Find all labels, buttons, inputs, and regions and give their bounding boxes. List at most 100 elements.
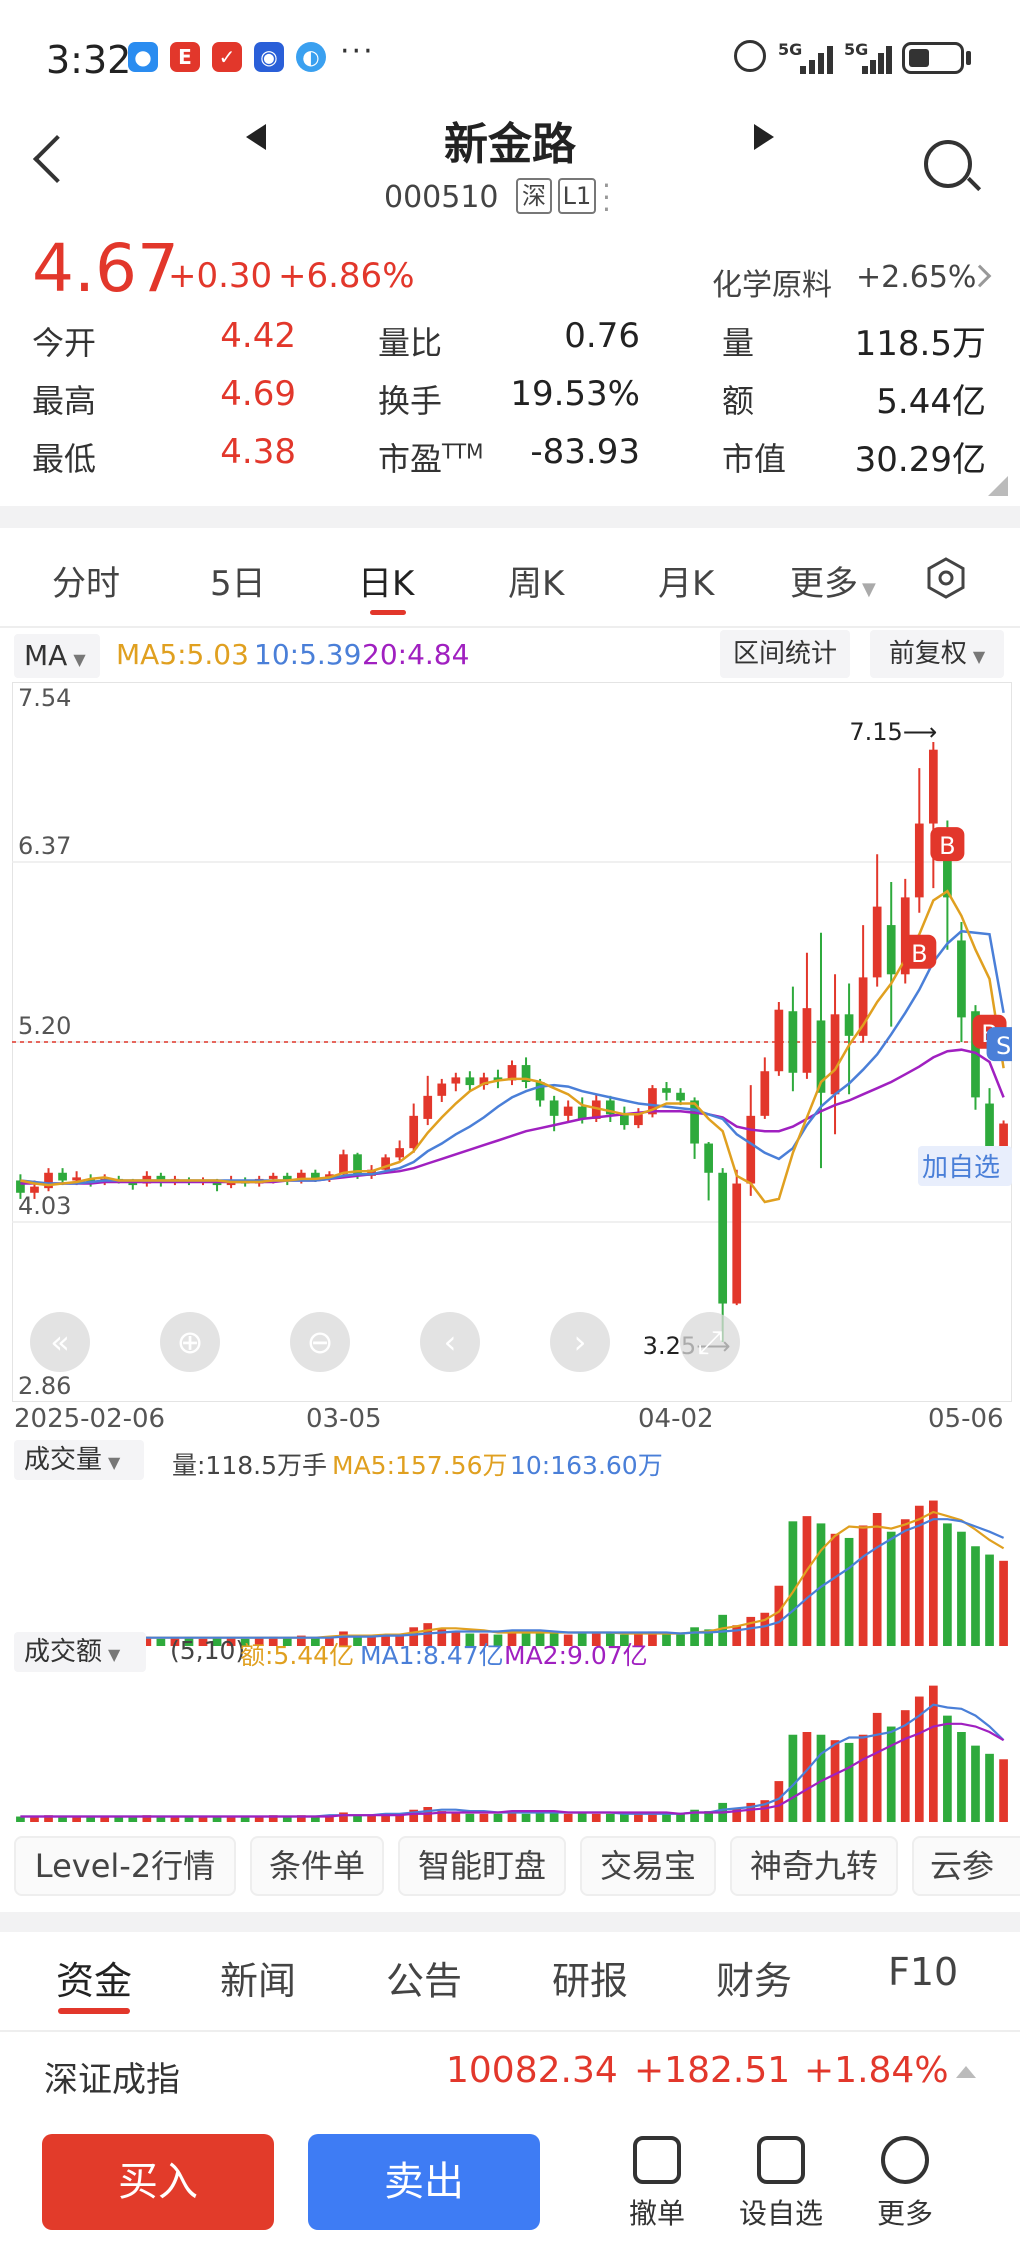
pan-left-icon [420, 1312, 480, 1372]
quote-value-volume: 118.5万 [854, 324, 986, 364]
volume-bar [886, 1531, 896, 1646]
high-marker-label: 7.15⟶ [849, 718, 937, 746]
sector-pct[interactable]: +2.65% [856, 260, 977, 295]
candle-body [999, 1123, 1008, 1162]
next-stock-icon[interactable] [754, 124, 774, 150]
condition-order-button[interactable]: 条件单 [250, 1836, 384, 1896]
tab-weekly-k[interactable]: 周K [508, 564, 565, 604]
ma-selector[interactable]: MA ▼ [14, 634, 100, 678]
candle-body [858, 977, 868, 1036]
back-icon[interactable] [32, 134, 82, 184]
sector-name[interactable]: 化学原料 [712, 268, 832, 303]
quote-value-low: 4.38 [220, 432, 296, 472]
quote-label-pe: 市盈TTM [378, 434, 483, 480]
tab-news[interactable]: 新闻 [220, 1959, 297, 2003]
volume-chart[interactable] [12, 1486, 1012, 1646]
amount-chart[interactable] [12, 1672, 1012, 1822]
volume-bar [479, 1633, 489, 1646]
settings-hexagon-icon[interactable] [924, 556, 968, 600]
volume-bar [437, 1629, 447, 1646]
volume-bar [690, 1809, 699, 1822]
candle-body [634, 1114, 643, 1126]
volume-bar [957, 1732, 966, 1822]
sell-button[interactable]: 卖出 [308, 2134, 540, 2230]
volume-bar [395, 1813, 404, 1822]
candle-body [844, 1014, 854, 1036]
volume-bar [999, 1560, 1008, 1646]
kline-chart[interactable]: 7.546.375.204.032.86 7.15⟶3.25⟶BBBS«⊕⊖‹›… [12, 682, 1012, 1402]
volume-bar [212, 1816, 222, 1822]
cancel-order-button[interactable]: 撤单 [602, 2136, 712, 2232]
interval-stats-button[interactable]: 区间统计 [720, 630, 850, 678]
amount-selector[interactable]: 成交额 ▼ [14, 1632, 146, 1672]
tab-announcements[interactable]: 公告 [386, 1959, 463, 2003]
tab-monthly-k[interactable]: 月K [658, 564, 715, 604]
adjust-selector[interactable]: 前复权 ▼ [870, 630, 1004, 678]
tab-funds[interactable]: 资金 [56, 1959, 133, 2003]
divider [0, 2030, 1020, 2032]
volume-bar [367, 1636, 376, 1646]
volume-bar [296, 1815, 306, 1822]
caret-up-icon[interactable] [956, 2066, 976, 2078]
volume-bar [128, 1816, 138, 1822]
tab-more[interactable]: 更多 ▼ [790, 556, 876, 605]
candle-body [760, 1071, 770, 1116]
tab-f10[interactable]: F10 [888, 1950, 959, 1994]
volume-bar [634, 1813, 643, 1822]
volume-bar [788, 1734, 798, 1822]
volume-bar [788, 1521, 798, 1646]
cloud-button[interactable]: 云参 [912, 1836, 1020, 1896]
tab-active-underline [370, 610, 406, 615]
smart-watch-button[interactable]: 智能盯盘 [398, 1836, 566, 1896]
volume-bar [521, 1813, 531, 1822]
volume-selector[interactable]: 成交量 ▼ [14, 1440, 144, 1480]
volume-bar [198, 1816, 208, 1822]
search-icon-handle [966, 176, 982, 192]
buy-button[interactable]: 买入 [42, 2134, 274, 2230]
signal-label-2: 5G [844, 40, 869, 59]
volume-bar [240, 1816, 250, 1822]
volume-bar [72, 1816, 81, 1822]
magic-nine-button[interactable]: 神奇九转 [730, 1836, 898, 1896]
level-tag[interactable]: L1 [558, 178, 596, 214]
sub-ma2-line [20, 1518, 1005, 1639]
candle-body [156, 1175, 166, 1182]
more-dots-icon[interactable]: · · · [602, 169, 611, 226]
zoom-out-icon [290, 1312, 350, 1372]
candle-body [44, 1172, 53, 1189]
candle-body [900, 897, 910, 975]
tab-intraday[interactable]: 分时 [52, 564, 120, 604]
level2-button[interactable]: Level-2行情 [14, 1836, 236, 1896]
volume-bar [577, 1632, 587, 1646]
nav-symbol: ⊖ [307, 1323, 334, 1361]
cancel-order-icon [633, 2136, 681, 2184]
volume-bar [296, 1635, 306, 1646]
volume-bar [760, 1612, 770, 1646]
trade-treasure-button[interactable]: 交易宝 [580, 1836, 716, 1896]
volume-bar [325, 1636, 334, 1646]
tab-5day[interactable]: 5日 [210, 564, 266, 604]
quote-value-turnover: 19.53% [510, 374, 640, 414]
candle-body [971, 1011, 980, 1098]
volume-bar [900, 1710, 910, 1822]
volume-bar [86, 1816, 96, 1822]
adjust-selector-label: 前复权 [888, 639, 967, 669]
candle-body [648, 1088, 657, 1115]
tab-finance[interactable]: 财务 [716, 1959, 793, 2003]
search-icon[interactable] [924, 140, 972, 188]
tab-research[interactable]: 研报 [552, 1959, 629, 2003]
volume-bar [577, 1812, 587, 1822]
volume-bar [760, 1800, 770, 1822]
prev-stock-icon[interactable] [246, 124, 266, 150]
index-name[interactable]: 深证成指 [44, 2060, 180, 2100]
more-actions-button[interactable]: 更多 [850, 2136, 960, 2232]
battery-icon [902, 42, 964, 74]
e-app-icon: E [170, 42, 200, 72]
set-watchlist-button[interactable]: 设自选 [726, 2136, 836, 2232]
candle-body [72, 1177, 81, 1181]
volume-bar [985, 1753, 994, 1822]
volume-bar [339, 1812, 348, 1822]
tab-daily-k[interactable]: 日K [358, 564, 415, 604]
amount-ma2: MA2:9.07亿 [504, 1641, 648, 1670]
expand-corner-icon[interactable] [988, 476, 1008, 496]
